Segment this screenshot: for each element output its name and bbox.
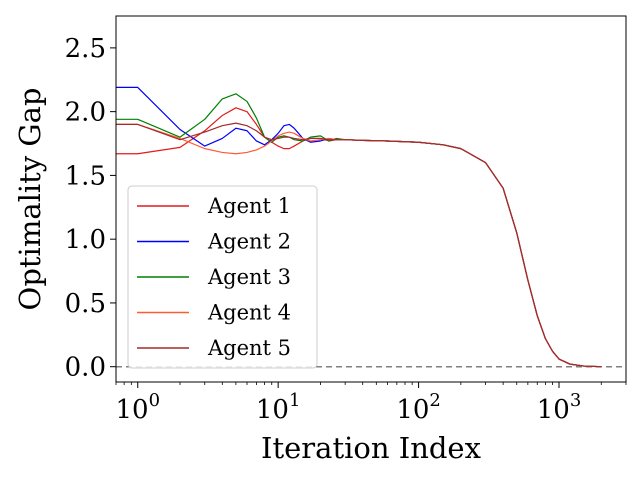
legend-box [127, 185, 318, 369]
y-tick-label: 0.0 [65, 353, 106, 383]
y-axis-title: Optimality Gap [13, 88, 47, 311]
x-tick-label: 102 [396, 390, 441, 425]
x-axis: 100 101 102 103 [115, 382, 627, 425]
series-lines [116, 86, 602, 368]
legend-label-agent-5: Agent 5 [207, 336, 291, 360]
x-tick-label: 100 [115, 390, 160, 425]
series-line-agent-5 [116, 122, 602, 368]
plot-frame [115, 15, 627, 383]
x-tick-label: 103 [537, 390, 582, 425]
x-axis-title: Iteration Index [261, 431, 481, 465]
legend-label-agent-2: Agent 2 [207, 230, 291, 254]
legend-label-agent-3: Agent 3 [207, 265, 291, 289]
y-axis: 0.0 0.5 1.0 1.5 2.0 2.5 [65, 34, 116, 383]
legend-label-agent-4: Agent 4 [207, 301, 291, 325]
y-tick-label: 2.0 [65, 98, 106, 128]
y-tick-label: 1.5 [65, 161, 106, 191]
y-tick-label: 1.0 [65, 225, 106, 255]
x-tick-label: 101 [256, 390, 301, 425]
y-tick-label: 0.5 [65, 289, 106, 319]
legend: Agent 1 Agent 2 Agent 3 Agent 4 Agent 5 [127, 185, 318, 369]
y-tick-label: 2.5 [65, 34, 106, 64]
legend-label-agent-1: Agent 1 [207, 194, 291, 218]
